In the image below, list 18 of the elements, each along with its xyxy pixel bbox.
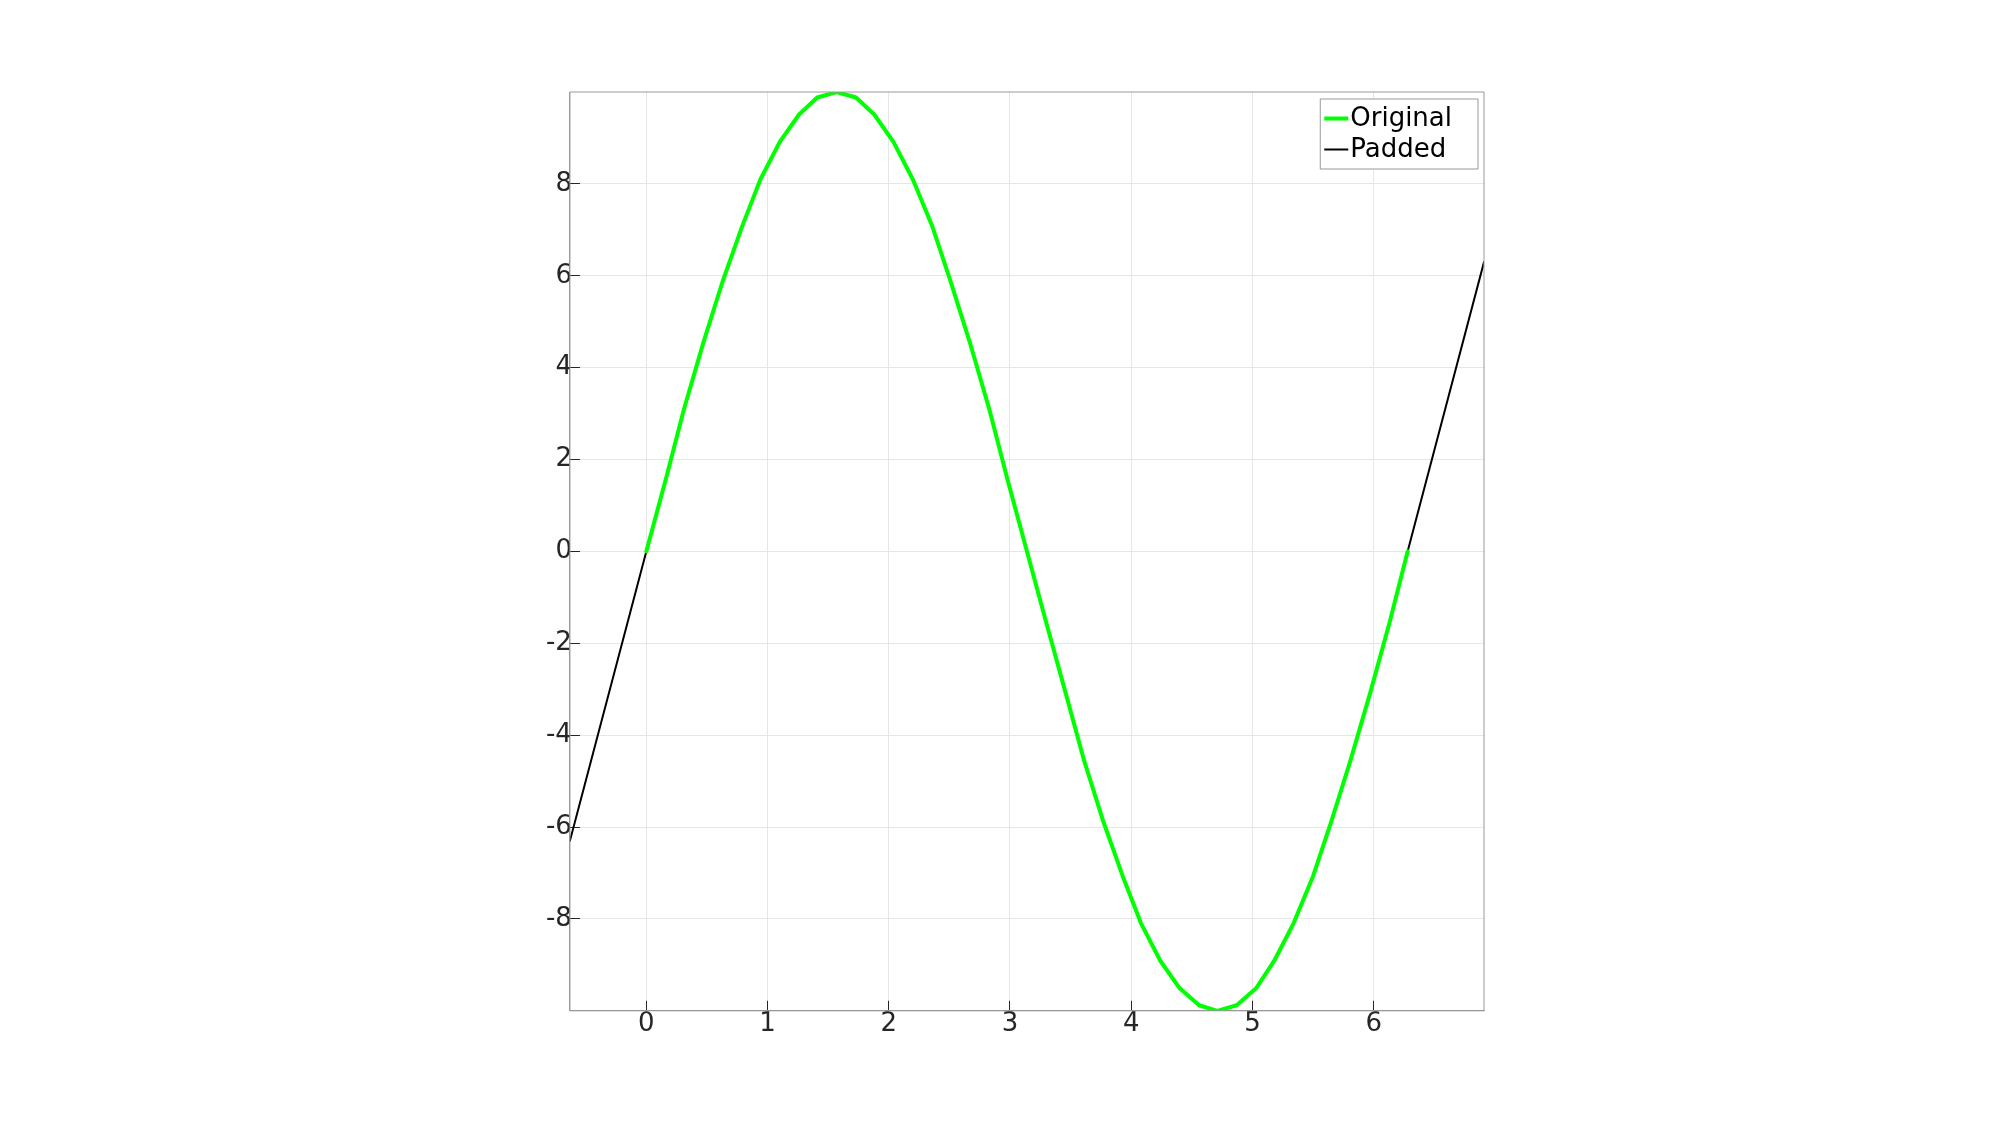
x-tick-label: 6 (1365, 1007, 1382, 1038)
x-tick-label: 4 (1122, 1007, 1140, 1038)
y-tick-label: -4 (545, 717, 572, 748)
x-tick-label: 3 (1001, 1007, 1019, 1038)
y-tick-label: 8 (555, 166, 572, 197)
x-tick-label: 0 (638, 1007, 655, 1038)
legend-label: Original (1350, 102, 1453, 133)
x-tick-label: 5 (1244, 1007, 1261, 1038)
y-tick-label: -2 (545, 626, 572, 657)
x-tick-label: 1 (759, 1007, 776, 1038)
y-tick-label: -8 (545, 901, 572, 932)
y-tick-label: 6 (555, 258, 572, 289)
y-tick-label: 2 (555, 442, 572, 473)
legend-label: Padded (1350, 133, 1447, 164)
y-tick-label: -6 (545, 809, 572, 840)
x-tick-label: 2 (880, 1007, 898, 1038)
y-tick-label: 0 (555, 534, 572, 565)
y-tick-label: 4 (555, 350, 572, 381)
